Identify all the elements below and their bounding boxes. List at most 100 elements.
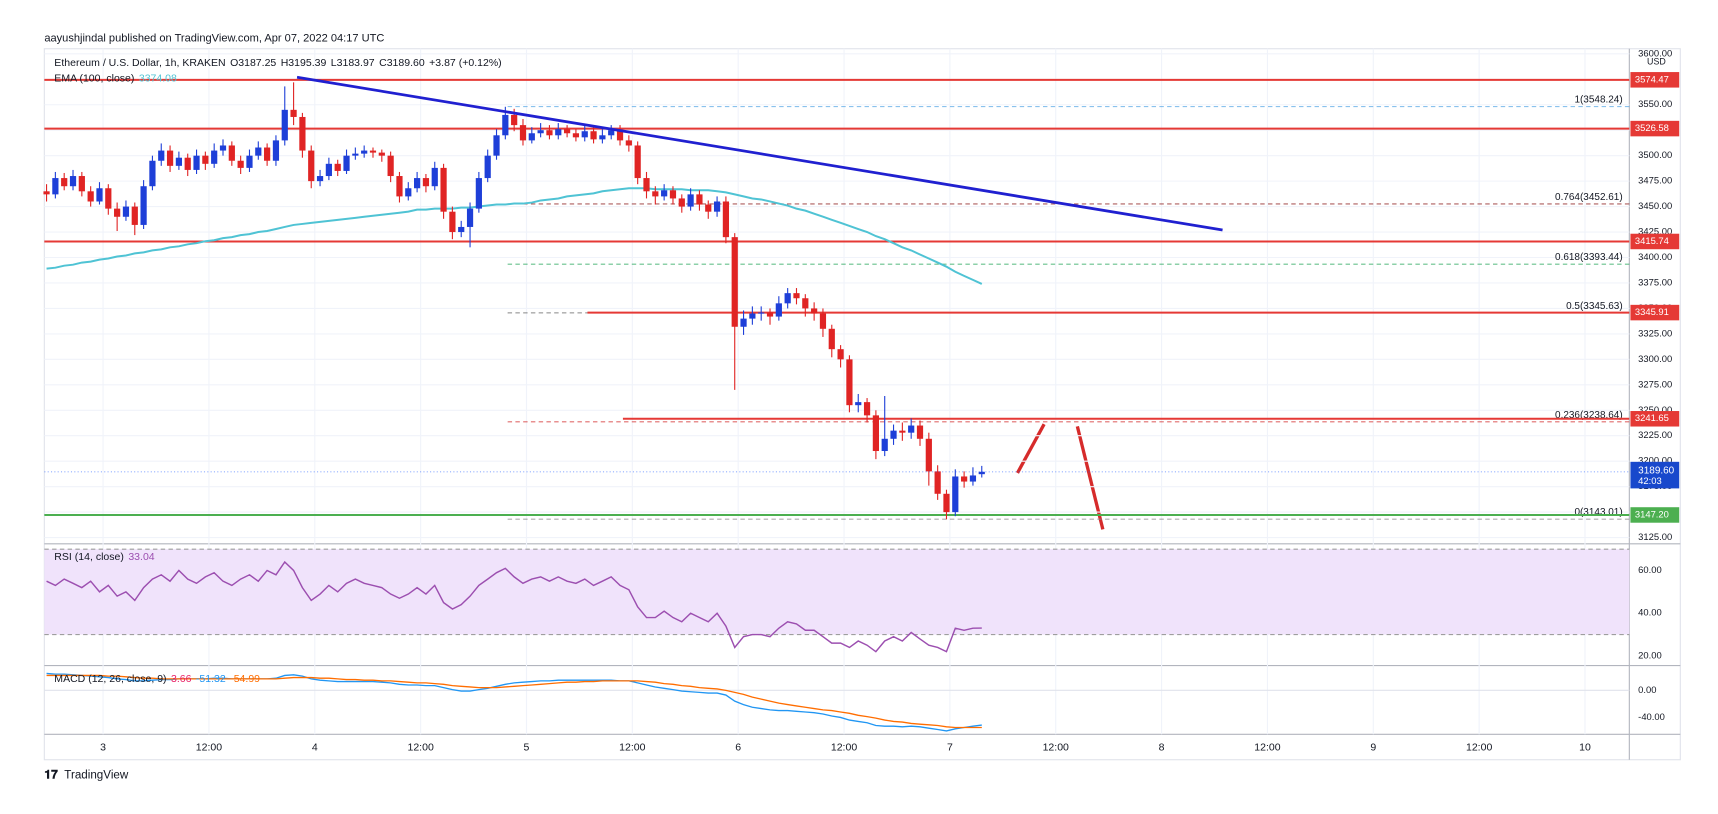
rsi-tick-label: 60.00 xyxy=(1638,564,1662,575)
low-label: L3183.97 xyxy=(331,57,375,69)
candle-body xyxy=(599,135,606,140)
level-badge xyxy=(1630,507,1680,523)
x-tick-label: 5 xyxy=(524,741,530,753)
candle-body xyxy=(890,430,897,439)
signal-line xyxy=(46,674,982,729)
high-label: H3195.39 xyxy=(281,57,327,69)
candle-body xyxy=(369,150,377,153)
macd-tick-label: 0.00 xyxy=(1638,684,1656,695)
level-badge-label: 3241.65 xyxy=(1635,412,1669,423)
candle-body xyxy=(422,178,430,187)
candle-body xyxy=(511,114,518,126)
byline: aayushjindal published on TradingView.co… xyxy=(44,33,384,45)
x-tick-label: 12:00 xyxy=(1043,741,1069,753)
candle-body xyxy=(740,318,747,327)
brand-logo: 𝟏𝟕 xyxy=(44,767,58,781)
rsi-tick-label: 20.00 xyxy=(1638,649,1662,660)
candle-body xyxy=(281,109,288,141)
ema-line xyxy=(46,187,983,285)
y-tick-label: 3275.00 xyxy=(1638,378,1672,389)
x-tick-label: 4 xyxy=(312,741,318,753)
candle-body xyxy=(581,131,588,138)
level-badge xyxy=(1630,411,1680,427)
candle-body xyxy=(175,157,182,166)
candle-body xyxy=(87,191,94,202)
candle-body xyxy=(872,415,879,452)
candle-body xyxy=(678,198,685,207)
candle-body xyxy=(616,130,624,141)
candle-body xyxy=(122,206,130,217)
candle-body xyxy=(43,191,50,195)
x-tick-label: 10 xyxy=(1579,741,1591,753)
candle-body xyxy=(387,155,394,177)
currency: USD xyxy=(1647,56,1666,66)
candle-body xyxy=(952,476,959,513)
candle-body xyxy=(193,155,200,170)
candle-body xyxy=(334,163,341,171)
candle-body xyxy=(608,130,615,136)
fib-label: 0.5(3345.63) xyxy=(1566,301,1623,312)
ema-name: EMA (100, close) xyxy=(54,72,134,84)
candle-body xyxy=(405,188,412,197)
frame xyxy=(43,48,1681,761)
fib-label: 0.764(3452.61) xyxy=(1555,192,1623,203)
level-badge xyxy=(1630,72,1680,88)
legend: MACD (12, 26, close, 9) 3.66 -51.32 -54.99 xyxy=(54,673,260,685)
candle-body xyxy=(590,131,597,140)
x-tick-label: 8 xyxy=(1159,741,1165,753)
candle-body xyxy=(855,402,862,406)
level-badge-label: 3526.58 xyxy=(1635,122,1669,133)
candle-body xyxy=(528,133,535,141)
candle-body xyxy=(475,178,482,209)
candle-body xyxy=(652,191,659,197)
candle-body xyxy=(784,293,791,304)
x-tick-label: 12:00 xyxy=(196,741,222,753)
candle-body xyxy=(493,135,500,156)
macd-name: MACD (12, 26, close, 9) xyxy=(54,673,166,685)
candle-body xyxy=(290,109,297,117)
symbol: Ethereum / U.S. Dollar, 1h, KRAKEN xyxy=(54,57,225,69)
y-tick-label: 3500.00 xyxy=(1638,149,1672,160)
candle-body xyxy=(563,129,571,134)
x-tick-label: 3 xyxy=(100,741,106,753)
candle-body xyxy=(96,188,103,202)
candle-body xyxy=(431,167,438,187)
x-tick-label: 12:00 xyxy=(1254,741,1280,753)
y-tick-label: 3325.00 xyxy=(1638,327,1672,338)
candle-body xyxy=(246,155,253,168)
change-label: +3.87 (+0.12%) xyxy=(429,57,502,69)
candle-body xyxy=(802,298,809,309)
candle-body xyxy=(255,147,262,156)
signal-value: -54.99 xyxy=(230,673,260,685)
candle-body xyxy=(925,438,932,472)
legend: Ethereum / U.S. Dollar, 1h, KRAKEN O3187.… xyxy=(54,57,501,69)
candle-body xyxy=(78,176,85,192)
candle-body xyxy=(352,153,359,156)
candle-body xyxy=(105,188,112,209)
candle-body xyxy=(308,150,315,182)
macd-histogram-value: 3.66 xyxy=(171,673,192,685)
last-price-label: 3189.60 xyxy=(1638,465,1675,476)
candle-body xyxy=(775,303,782,317)
candle-body xyxy=(52,178,59,195)
candle-body xyxy=(643,178,650,192)
x-tick-label: 6 xyxy=(735,741,741,753)
candle-body xyxy=(378,152,385,156)
arrow-up xyxy=(1016,423,1046,474)
level-badge xyxy=(1630,120,1680,137)
candle-body xyxy=(484,155,491,179)
candle-body xyxy=(237,160,244,168)
level-badge-label: 3415.74 xyxy=(1635,235,1669,246)
candle-body xyxy=(158,150,165,161)
candle-body xyxy=(731,237,738,327)
candle-body xyxy=(466,208,474,227)
y-tick-label: 3600.00 xyxy=(1638,47,1672,58)
macd-tick-label: -40.00 xyxy=(1638,711,1665,722)
candle-body xyxy=(219,145,227,151)
candle-body xyxy=(449,211,456,233)
candle-body xyxy=(713,201,721,212)
candle-body xyxy=(722,201,730,238)
candle-body xyxy=(555,129,562,136)
